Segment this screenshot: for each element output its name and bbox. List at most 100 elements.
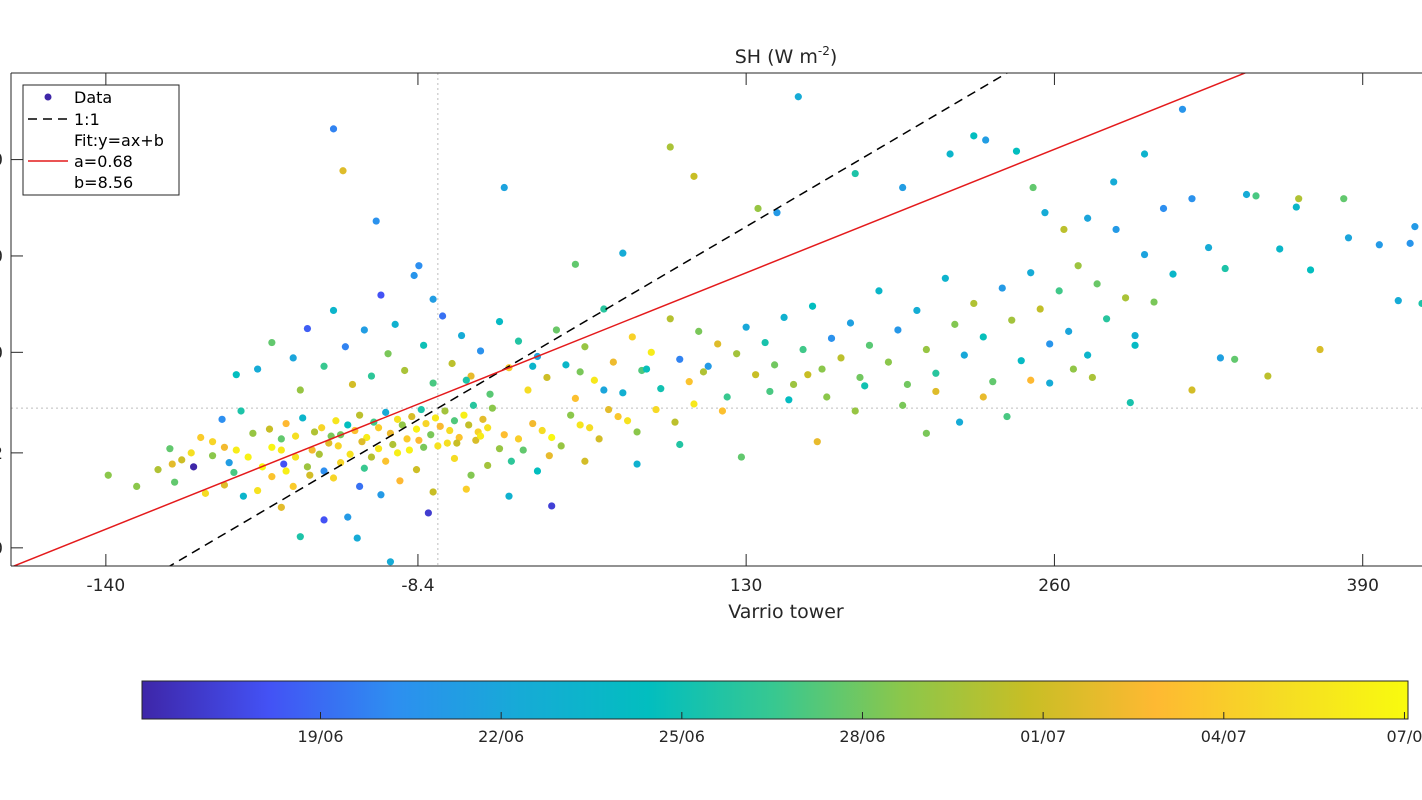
data-point [1295, 195, 1303, 203]
data-point [465, 421, 473, 429]
data-point [178, 456, 186, 464]
data-point [695, 327, 703, 335]
data-point [291, 453, 300, 461]
data-point [932, 369, 940, 377]
data-point [1112, 225, 1120, 234]
data-point [614, 412, 622, 421]
data-point [1036, 305, 1044, 313]
data-point [412, 466, 421, 474]
data-point [1017, 357, 1025, 365]
data-point [666, 143, 674, 151]
data-point [704, 362, 712, 370]
data-point [450, 417, 459, 425]
data-point [296, 533, 304, 541]
data-point [773, 209, 781, 217]
data-point [448, 359, 456, 368]
data-point [989, 378, 997, 386]
data-point [600, 386, 608, 394]
data-point [422, 419, 430, 428]
y-tick-label: 0 [0, 247, 3, 267]
data-point [346, 450, 354, 458]
data-point [1344, 234, 1353, 242]
data-point [1276, 245, 1284, 253]
data-point [367, 372, 376, 380]
data-point [484, 461, 492, 470]
data-point [462, 485, 470, 493]
data-point [1088, 373, 1096, 382]
data-point [367, 453, 376, 461]
data-point [676, 355, 684, 363]
data-point [232, 371, 240, 379]
data-point [652, 405, 660, 414]
data-point [201, 489, 210, 497]
x-axis-label: Varrio tower [728, 601, 844, 623]
data-point [320, 516, 328, 524]
data-point [946, 150, 954, 158]
data-point [220, 443, 229, 451]
data-point [827, 334, 836, 342]
data-point [303, 463, 312, 471]
data-point [277, 446, 285, 454]
x-tick-label: 260 [1038, 576, 1070, 596]
data-point [519, 446, 527, 454]
data-point [1306, 266, 1315, 274]
data-point [856, 373, 864, 382]
data-point [187, 449, 195, 457]
data-point [218, 415, 226, 423]
data-point [424, 509, 432, 517]
data-point [1046, 340, 1054, 348]
data-point [377, 491, 385, 499]
data-point [1221, 264, 1229, 273]
data-point [1084, 351, 1092, 359]
data-point [851, 407, 859, 415]
data-point [913, 306, 921, 315]
data-point [265, 425, 274, 433]
data-point [1242, 190, 1251, 199]
data-point [1264, 372, 1272, 380]
data-point [647, 348, 655, 356]
data-point [1027, 269, 1035, 277]
data-point [922, 429, 930, 437]
data-point [884, 358, 893, 366]
data-point [1046, 379, 1054, 387]
data-point [699, 368, 708, 376]
data-point [1121, 294, 1130, 302]
data-point [479, 415, 487, 423]
data-point [1126, 398, 1134, 407]
data-point [813, 438, 821, 446]
data-point [280, 460, 288, 468]
legend-box [22, 84, 180, 196]
data-point [133, 482, 141, 490]
legend-label-fit: Fit:y=ax+b [74, 131, 164, 150]
legend-label-a: a=0.68 [74, 152, 133, 171]
data-point [467, 372, 475, 380]
data-point [789, 380, 798, 389]
data-point [254, 365, 262, 373]
data-point [384, 350, 392, 358]
data-point [431, 414, 440, 422]
data-point [1110, 178, 1118, 186]
data-point [190, 463, 198, 471]
data-point [398, 421, 406, 429]
colorbar-tick-label: 25/06 [659, 727, 705, 746]
data-point [277, 503, 285, 511]
data-point [545, 452, 553, 460]
data-point [690, 172, 698, 180]
data-point [851, 169, 859, 178]
data-point [1292, 203, 1300, 211]
data-point [197, 433, 205, 442]
data-point [761, 338, 769, 347]
data-point [982, 136, 990, 144]
x-tick-label: -140 [87, 576, 126, 596]
data-point [386, 558, 395, 566]
data-point [500, 183, 508, 192]
data-point [818, 365, 826, 373]
data-point [581, 457, 589, 465]
data-point [875, 287, 883, 295]
data-point [979, 393, 987, 401]
data-point [951, 320, 959, 328]
data-point [1169, 270, 1177, 278]
data-point [723, 393, 731, 401]
data-point [360, 326, 368, 334]
data-point [356, 482, 364, 490]
